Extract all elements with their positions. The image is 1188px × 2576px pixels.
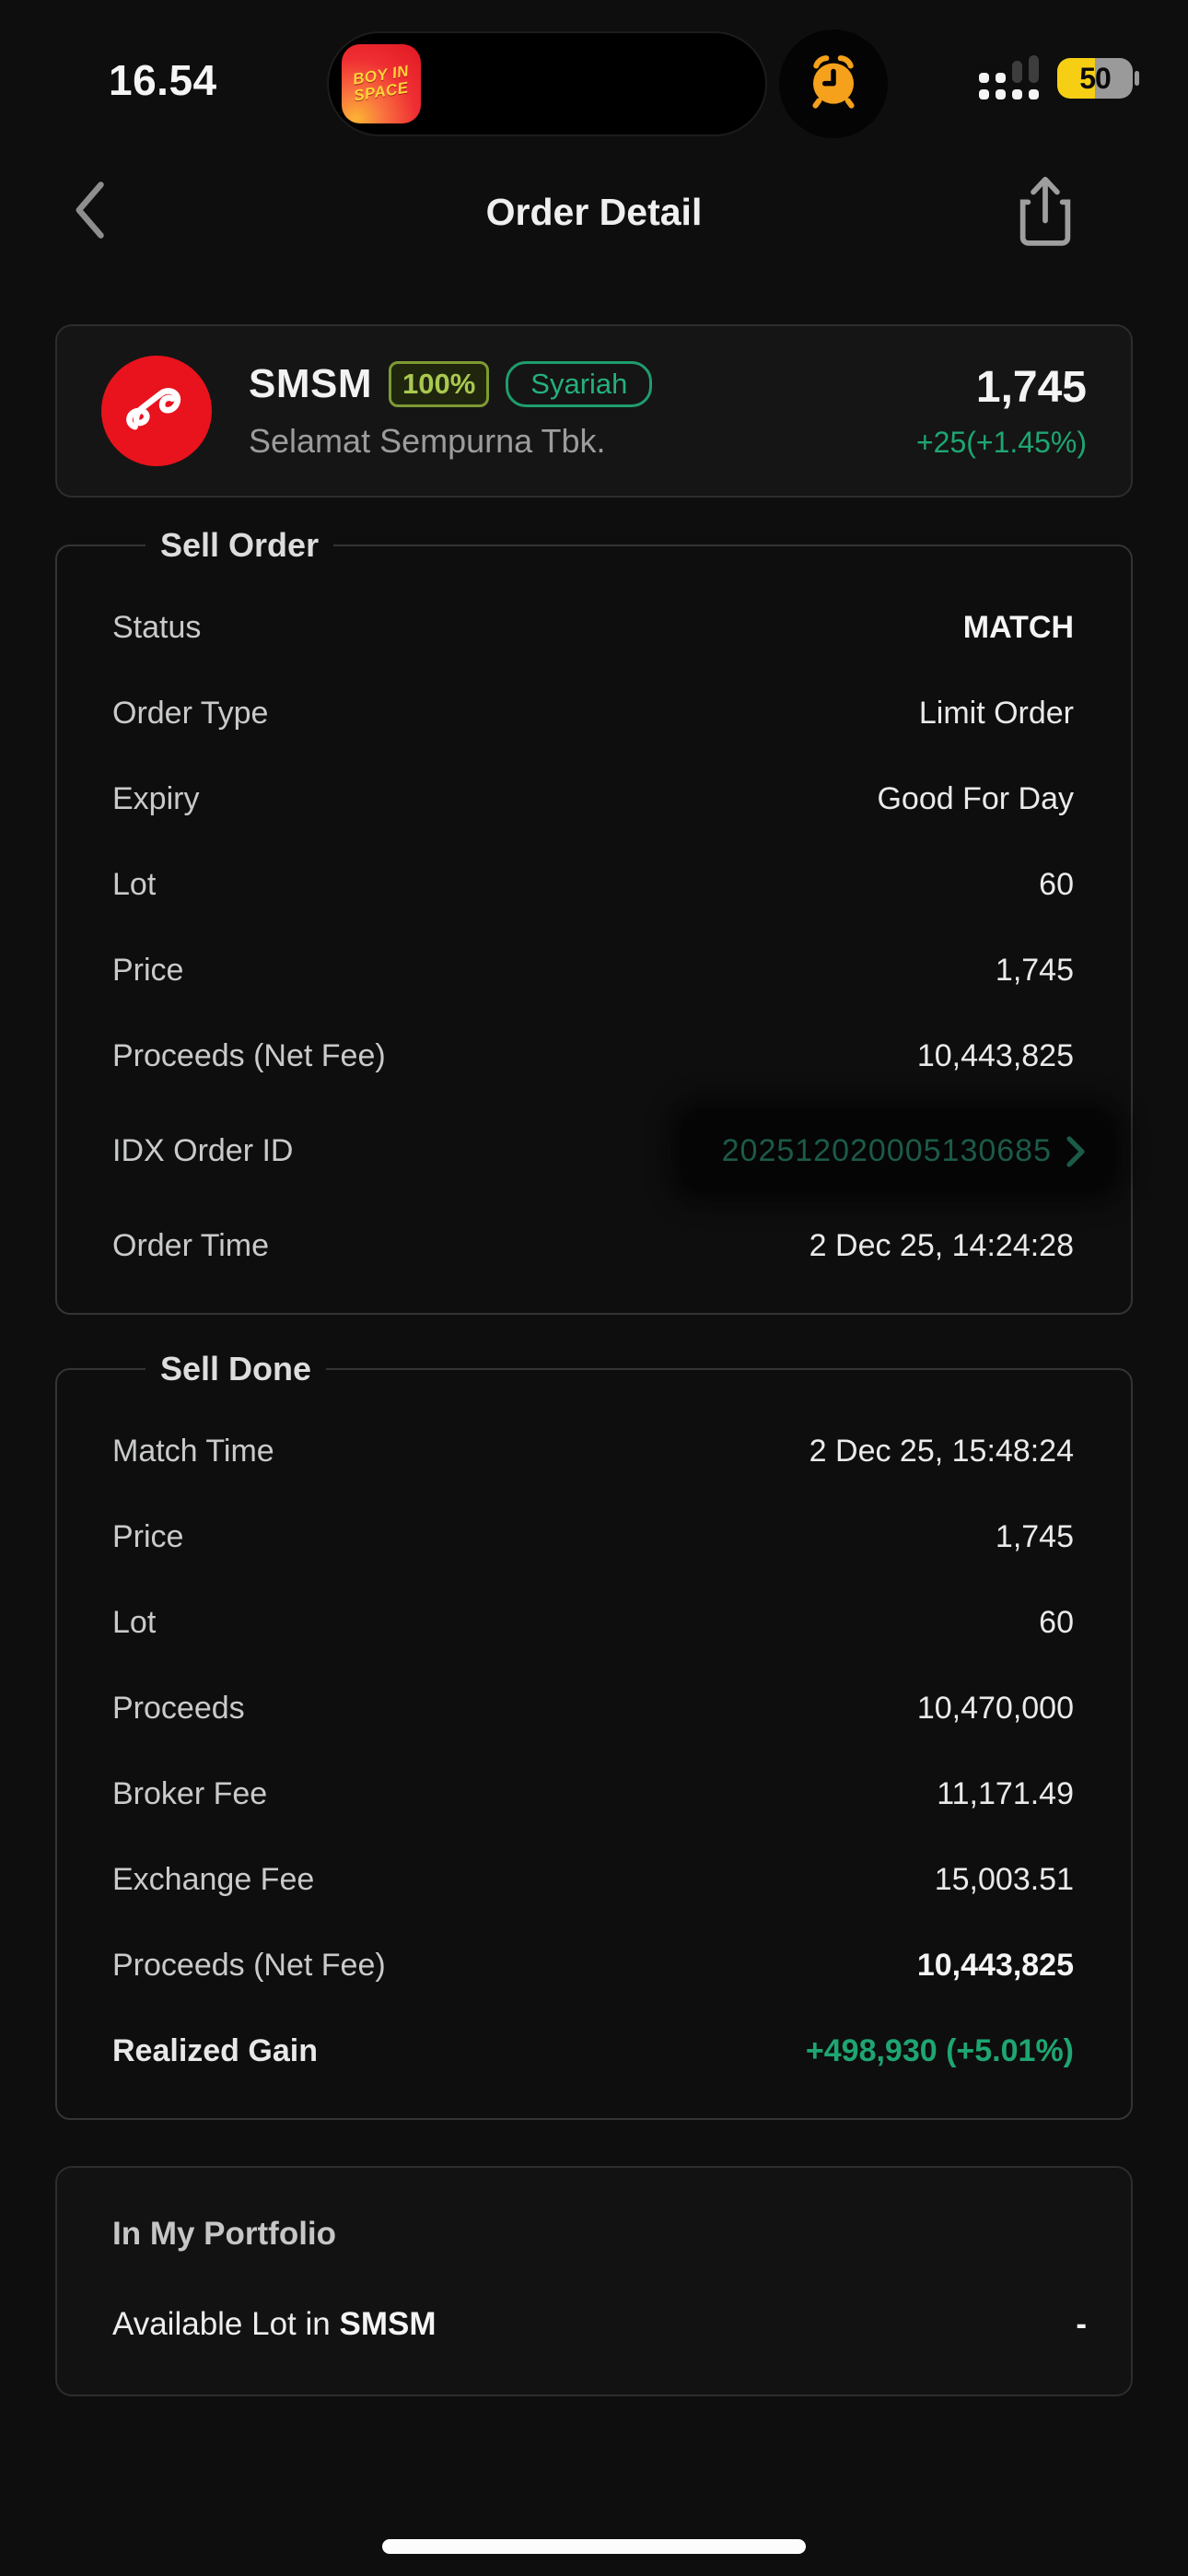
available-lot-value: - — [1076, 2306, 1087, 2342]
table-row: Proceeds (Net Fee) 10,443,825 — [112, 1923, 1074, 2008]
score-badge: 100% — [389, 361, 490, 407]
row-label: Match Time — [112, 1434, 274, 1469]
table-row: Proceeds (Net Fee) 10,443,825 — [112, 1013, 1074, 1099]
sell-order-section: Sell Order Status MATCH Order Type Limit… — [55, 526, 1133, 1315]
table-row: Broker Fee 11,171.49 — [112, 1751, 1074, 1837]
table-row: Proceeds 10,470,000 — [112, 1666, 1074, 1751]
page-title: Order Detail — [485, 190, 703, 233]
row-label: Broker Fee — [112, 1776, 268, 1811]
row-label: Price — [112, 1519, 184, 1554]
alarm-activity-bubble[interactable] — [779, 29, 888, 138]
battery-percent: 50 — [1079, 61, 1112, 95]
idx-order-id-value: 202512020005130685 — [721, 1133, 1052, 1168]
syariah-badge: Syariah — [506, 361, 653, 407]
portfolio-title: In My Portfolio — [112, 2216, 337, 2252]
company-logo — [101, 356, 212, 466]
back-button[interactable] — [68, 173, 142, 251]
row-label: Realized Gain — [112, 2033, 318, 2068]
chevron-right-icon — [1065, 1135, 1087, 1168]
realized-gain-value: +498,930 (+5.01%) — [805, 2033, 1074, 2068]
row-value: 10,470,000 — [916, 1691, 1074, 1726]
home-indicator[interactable] — [382, 2539, 806, 2554]
status-bar: 16.54 BOY IN SPACE 50 — [0, 0, 1188, 157]
row-value: Good For Day — [877, 781, 1074, 816]
clock-time: 16.54 — [109, 56, 217, 104]
share-button[interactable] — [1004, 170, 1087, 254]
available-lot-ticker: SMSM — [339, 2306, 437, 2342]
row-value: 60 — [1039, 867, 1074, 902]
table-row: Exchange Fee 15,003.51 — [112, 1837, 1074, 1923]
row-label: Proceeds (Net Fee) — [112, 1948, 386, 1983]
table-row-idx-order-id: IDX Order ID 202512020005130685 — [112, 1099, 1114, 1203]
row-value: 60 — [1039, 1605, 1074, 1640]
stock-summary-card[interactable]: SMSM 100% Syariah Selamat Sempurna Tbk. … — [55, 324, 1133, 498]
chevron-left-icon — [68, 178, 111, 247]
sell-done-section: Sell Done Match Time 2 Dec 25, 15:48:24 … — [55, 1350, 1133, 2120]
portfolio-card: In My Portfolio Available Lot in SMSM - — [55, 2166, 1133, 2396]
row-label: Expiry — [112, 781, 200, 816]
table-row: Status MATCH — [112, 585, 1074, 671]
row-value: 2 Dec 25, 14:24:28 — [809, 1228, 1074, 1263]
row-label: Order Type — [112, 696, 269, 731]
company-name: Selamat Sempurna Tbk. — [249, 422, 606, 460]
share-icon — [1009, 170, 1081, 254]
row-label: Lot — [112, 1605, 157, 1640]
row-value: 1,745 — [995, 1519, 1074, 1554]
row-label: Status — [112, 610, 202, 645]
table-row: Match Time 2 Dec 25, 15:48:24 — [112, 1409, 1074, 1494]
row-value: 2 Dec 25, 15:48:24 — [809, 1434, 1074, 1469]
nav-header: Order Detail — [0, 157, 1188, 267]
order-detail-content: SMSM 100% Syariah Selamat Sempurna Tbk. … — [0, 324, 1188, 2396]
row-label: IDX Order ID — [112, 1133, 294, 1168]
dynamic-island[interactable]: BOY IN SPACE — [327, 31, 767, 136]
table-row: Price 1,745 — [112, 928, 1074, 1013]
alarm-clock-icon — [803, 52, 864, 117]
table-row: Order Type Limit Order — [112, 671, 1074, 756]
row-value: 10,443,825 — [916, 1948, 1074, 1983]
row-label: Proceeds — [112, 1691, 245, 1726]
table-row: Price 1,745 — [112, 1494, 1074, 1580]
stock-price: 1,745 — [975, 363, 1087, 412]
row-label: Proceeds (Net Fee) — [112, 1038, 386, 1073]
row-label: Lot — [112, 867, 157, 902]
row-value: 10,443,825 — [916, 1038, 1074, 1073]
idx-order-id-link[interactable]: 202512020005130685 — [679, 1109, 1114, 1193]
row-value: Limit Order — [918, 696, 1074, 731]
sell-order-title: Sell Order — [160, 526, 320, 564]
row-label: Exchange Fee — [112, 1862, 315, 1897]
status-indicators: 50 — [979, 55, 1139, 100]
available-lot-label: Available Lot in SMSM — [112, 2306, 437, 2342]
available-lot-row: Available Lot in SMSM - — [112, 2306, 1087, 2343]
row-value: 1,745 — [995, 953, 1074, 988]
table-row-realized-gain: Realized Gain +498,930 (+5.01%) — [112, 2008, 1074, 2094]
stock-change: +25(+1.45%) — [915, 426, 1087, 459]
table-row: Expiry Good For Day — [112, 756, 1074, 842]
battery-icon: 50 — [1057, 58, 1139, 99]
row-value: 15,003.51 — [934, 1862, 1074, 1897]
sell-done-title: Sell Done — [160, 1350, 312, 1388]
cellular-signal-icon — [979, 55, 1039, 100]
table-row: Lot 60 — [112, 842, 1074, 928]
table-row: Order Time 2 Dec 25, 14:24:28 — [112, 1203, 1074, 1289]
stock-ticker: SMSM — [249, 361, 372, 406]
row-label: Order Time — [112, 1228, 270, 1263]
row-label: Price — [112, 953, 184, 988]
row-value: 11,171.49 — [937, 1776, 1074, 1811]
table-row: Lot 60 — [112, 1580, 1074, 1666]
now-playing-album-art[interactable]: BOY IN SPACE — [342, 44, 421, 123]
row-value: MATCH — [962, 610, 1074, 645]
